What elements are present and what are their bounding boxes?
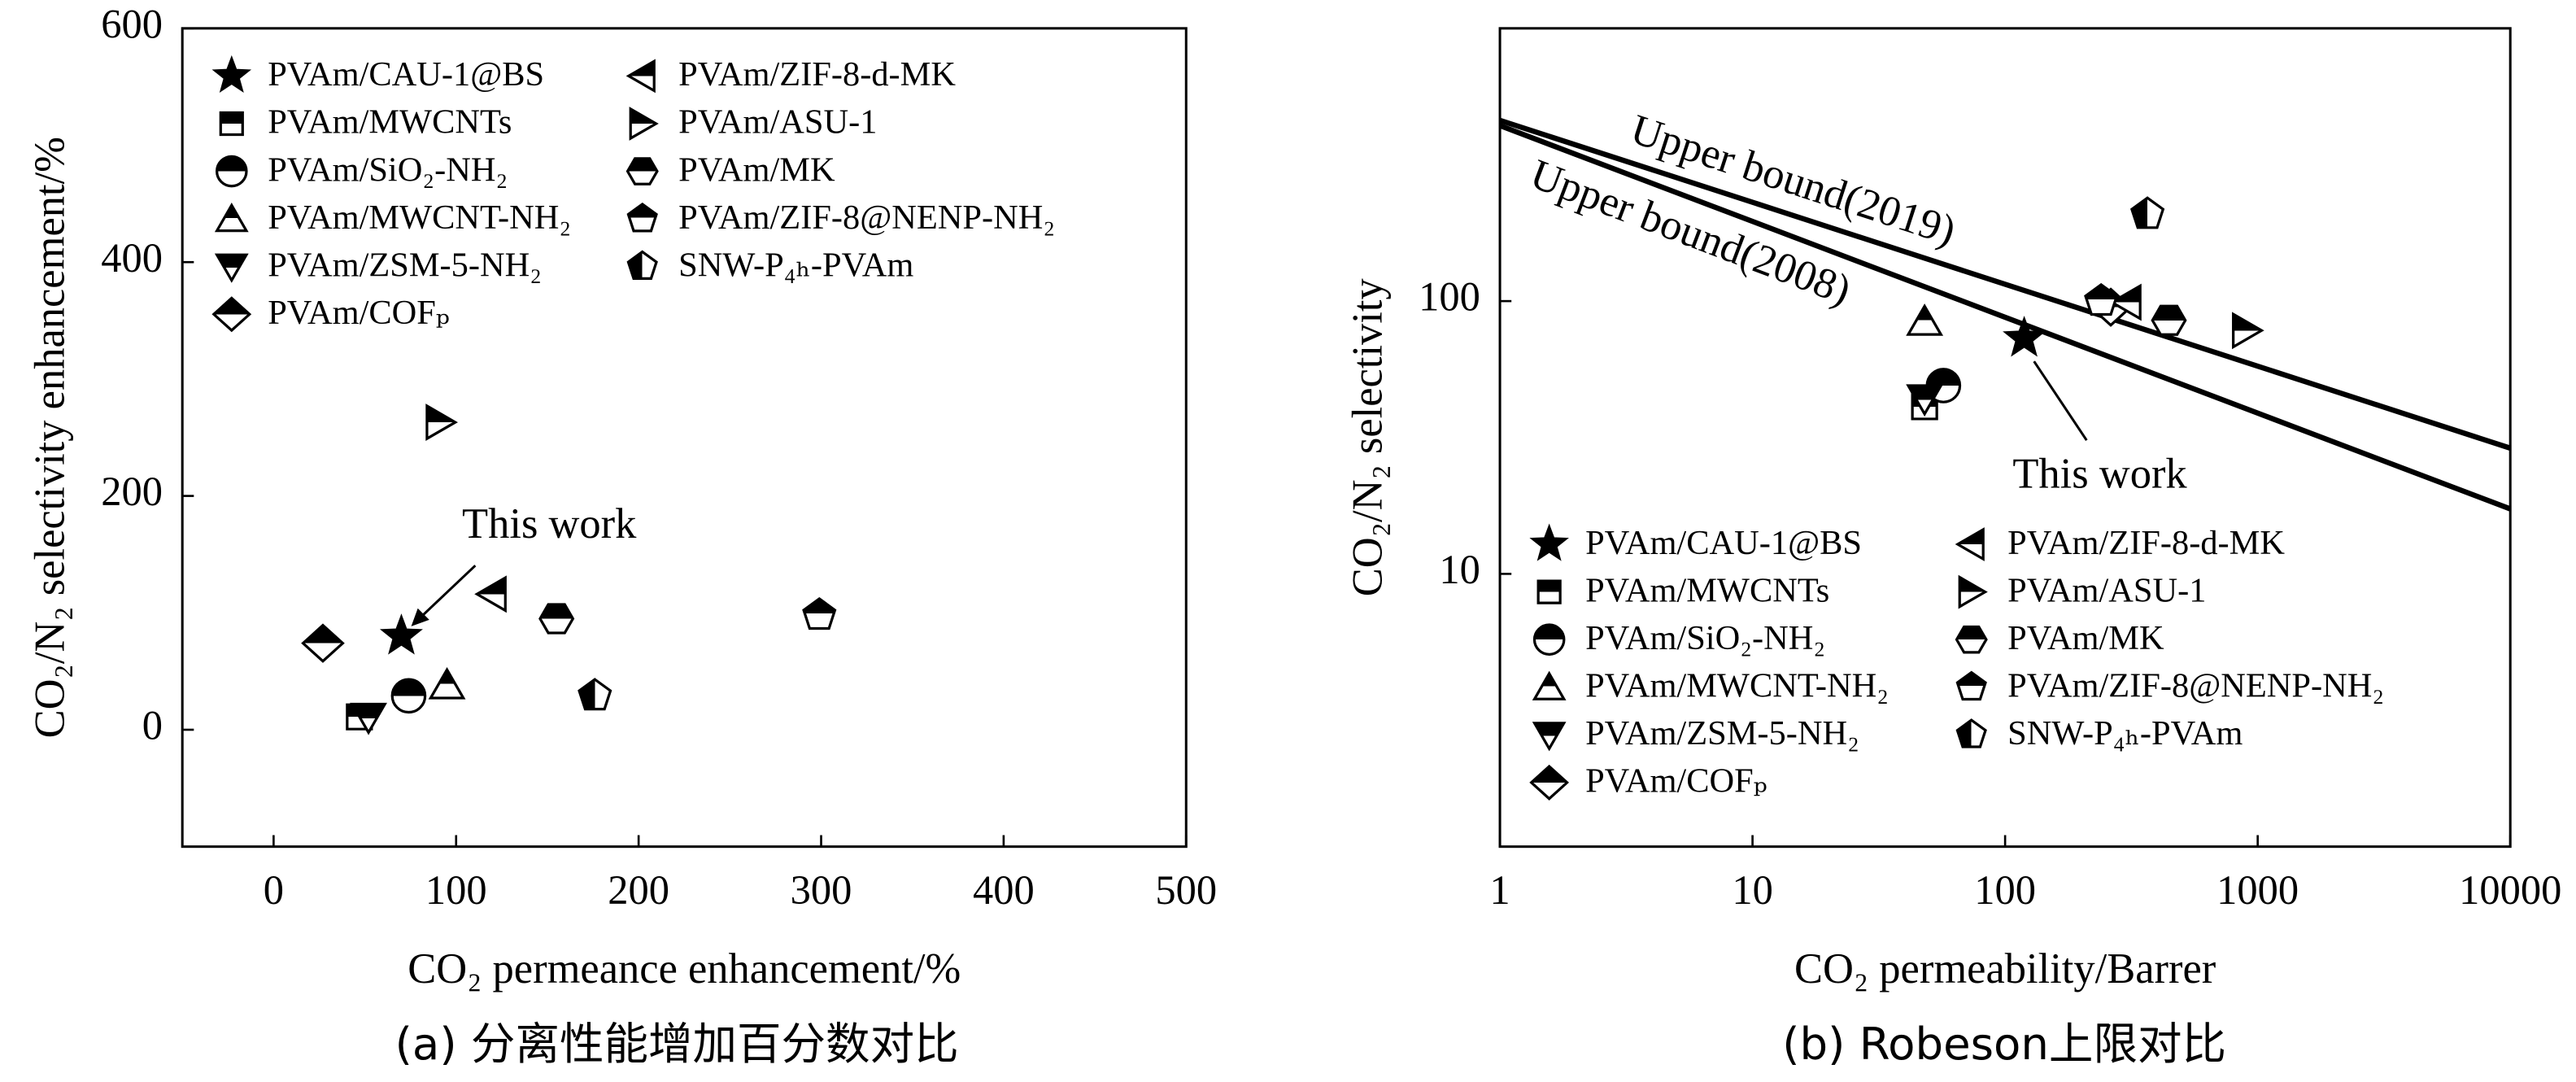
legend-label: PVAm/CAU-1@BS [1585,524,1862,562]
x-tick-label: 100 [425,867,487,913]
legend-label: SNW-P₄ₕ-PVAm [678,246,913,284]
legend-label: PVAm/MWCNTs [1585,571,1829,609]
legend-marker [1532,670,1567,700]
data-point [538,603,575,635]
legend-label: PVAm/ZIF-8@NENP-NH₂ [678,199,1055,237]
data-point [1906,384,1944,417]
x-tick-label: 400 [973,867,1035,913]
plot-frame [181,27,1188,849]
x-tick-label: 300 [791,867,852,913]
annotation-arrowhead [411,608,429,626]
data-point [428,666,466,700]
x-tick-label: 1 [1489,867,1510,913]
annotation-arrow [413,565,477,624]
annotation-arrow [2033,360,2088,442]
x-axis-label: CO₂ permeability/Barrer [1794,945,2216,993]
data-point [379,613,423,655]
legend-marker [214,253,249,283]
annotation: This work [2012,451,2187,498]
legend-marker [625,157,659,185]
legend-label: PVAm/ASU-1 [2007,571,2206,609]
legend-marker [1536,579,1562,604]
legend-label: PVAm/MWCNT-NH₂ [268,199,571,237]
legend-label: PVAm/MK [678,151,835,189]
legend-marker [1955,527,1985,561]
x-tick-label: 10 [1732,867,1772,913]
legend-label: SNW-P₄ₕ-PVAm [2007,714,2243,753]
x-tick-label: 200 [608,867,669,913]
legend-marker [629,107,659,141]
x-tick-label: 100 [1974,867,2036,913]
data-point [350,702,387,735]
legend-label: PVAm/MWCNTs [268,103,512,142]
data-point [802,596,837,630]
y-axis-label: CO₂/N₂ selectivity [1345,278,1392,597]
data-point [2232,312,2264,350]
data-point [390,678,427,714]
legend-marker [1958,574,1988,609]
caption: (a) 分离性能增加百分数对比 [395,1018,959,1070]
x-axis-label: CO₂ permeance enhancement/% [408,945,961,993]
legend-marker [219,111,244,137]
legend-marker [211,296,252,333]
legend-label: PVAm/SiO₂-NH₂ [1585,619,1825,657]
legend-marker [626,202,658,233]
y-tick-label: 10 [1439,547,1480,592]
legend-marker [211,55,252,94]
legend-label: PVAm/ZSM-5-NH₂ [268,246,542,284]
data-point [2003,316,2046,357]
legend-marker [1529,523,1569,561]
legend-label: PVAm/MWCNT-NH₂ [1585,667,1889,705]
y-axis-label: CO₂/N₂ selectivity enhancement/% [27,137,74,738]
legend-marker [1529,764,1570,801]
legend-marker [1532,623,1566,656]
legend-label: PVAm/CAU-1@BS [268,55,544,94]
y-tick-label: 200 [101,469,163,514]
data-point [425,404,458,441]
legend-label: PVAm/ZIF-8@NENP-NH₂ [2007,667,2384,705]
legend-label: PVAm/ZIF-8-d-MK [2007,524,2285,562]
y-tick-label: 0 [142,703,163,748]
legend-label: PVAm/ZSM-5-NH₂ [1585,714,1859,753]
y-tick-label: 600 [101,1,163,46]
data-point [2129,196,2165,229]
legend-marker [1532,722,1567,752]
legend-label: PVAm/COFₚ [1585,762,1767,801]
data-point [301,623,345,663]
data-point [474,575,507,613]
legend-marker [1955,625,1988,654]
legend-marker [214,203,249,233]
y-tick-label: 100 [1419,274,1480,320]
data-point [2084,282,2119,316]
x-tick-label: 500 [1155,867,1217,913]
upper-bound-line [1499,117,2512,451]
legend-label: PVAm/ZIF-8-d-MK [678,55,956,94]
legend-marker [625,59,656,94]
annotation: This work [462,500,637,548]
x-tick-label: 0 [264,867,284,913]
legend-marker [1955,718,1987,748]
caption: (b) Robeson上限对比 [1782,1018,2226,1070]
legend-marker [1955,670,1987,701]
data-point [1906,303,1944,336]
legend-label: PVAm/COFₚ [268,294,450,332]
legend-label: PVAm/MK [2007,619,2164,657]
y-tick-label: 400 [101,235,163,281]
legend-marker [626,250,658,281]
x-tick-label: 10000 [2459,867,2561,913]
legend-label: PVAm/ASU-1 [678,103,877,142]
data-point [2151,304,2187,336]
legend-marker [215,155,248,188]
data-point [2109,283,2142,321]
upper-bound-line [1498,123,2512,512]
legend-label: PVAm/SiO₂-NH₂ [268,151,508,189]
x-tick-label: 1000 [2216,867,2299,913]
data-point [578,678,612,711]
